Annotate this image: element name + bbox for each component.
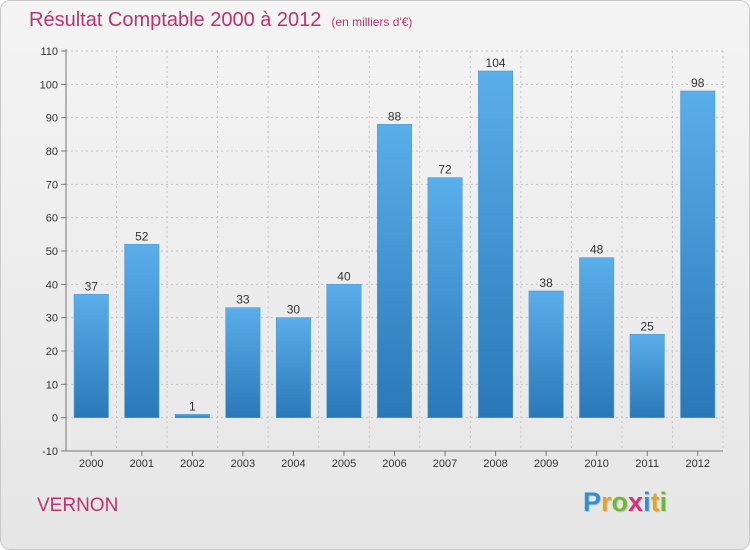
x-tick-label-2007: 2007 (433, 458, 457, 470)
logo-letter: x (628, 487, 644, 517)
bars (73, 70, 716, 418)
logo-letter: o (611, 487, 629, 517)
data-label-2006: 88 (388, 109, 402, 123)
y-tick-label: 70 (46, 179, 58, 191)
bar-2001 (124, 244, 160, 418)
data-label-2003: 33 (236, 293, 250, 307)
data-label-2004: 30 (287, 303, 301, 317)
proxiti-logo: Proxiti (583, 487, 667, 518)
data-label-2011: 25 (641, 319, 655, 333)
x-tick-label-2003: 2003 (231, 458, 255, 470)
y-tick-label: 80 (46, 146, 58, 158)
logo-letter: t (650, 487, 660, 517)
y-tick-label: 110 (40, 46, 58, 58)
data-label-2001: 52 (135, 229, 149, 243)
chart-title: Résultat Comptable 2000 à 2012 (en millie… (29, 9, 412, 32)
x-tick-label-2008: 2008 (483, 458, 507, 470)
x-tick-label-2000: 2000 (79, 458, 103, 470)
y-tick-label: 100 (40, 79, 58, 91)
y-tick-label: 20 (46, 346, 58, 358)
y-tick-label: 50 (46, 246, 58, 258)
bar-2012 (680, 90, 716, 418)
y-tick-label: 40 (46, 279, 58, 291)
x-tick-label-2011: 2011 (635, 458, 659, 470)
logo-letter: i (643, 487, 651, 517)
bar-2009 (528, 290, 564, 418)
x-tick-label-2006: 2006 (382, 458, 406, 470)
x-tick-label-2010: 2010 (584, 458, 608, 470)
bar-2006 (377, 124, 412, 418)
data-label-2002: 1 (189, 399, 196, 413)
logo-letter: P (583, 487, 602, 517)
bar-2008 (478, 70, 514, 418)
chart-unit-text: (en milliers d'€) (331, 15, 413, 29)
grid-lines (65, 50, 724, 452)
place-name: VERNON (37, 495, 119, 516)
chart-title-text: Résultat Comptable 2000 à 2012 (29, 9, 322, 31)
x-tick-label-2012: 2012 (685, 458, 709, 470)
data-label-2005: 40 (337, 269, 351, 283)
data-label-2010: 48 (590, 243, 604, 257)
bar-2004 (275, 317, 311, 418)
y-tick-label: 90 (46, 113, 58, 125)
y-tick-label: 60 (46, 213, 58, 225)
data-label-2008: 104 (486, 56, 506, 70)
data-label-2009: 38 (539, 276, 553, 290)
x-tick-label-2009: 2009 (534, 458, 558, 470)
axes: -10 0 10 20 30 40 50 60 70 80 90 100 110 2000 2001 2002… (40, 46, 723, 470)
x-tick-label-2002: 2002 (180, 458, 204, 470)
bar-2010 (579, 257, 615, 418)
data-labels: 37 52 1 33 30 40 88 72 104 38 48 25 98 (85, 56, 705, 413)
y-tick-label: 30 (46, 313, 58, 325)
y-tick-label: 0 (52, 413, 58, 425)
y-tick-label: 10 (46, 379, 58, 391)
logo-letter: i (659, 487, 668, 517)
bar-2003 (225, 307, 261, 418)
data-label-2012: 98 (691, 76, 705, 90)
logo-letter: r (601, 487, 612, 517)
x-tick-label-2005: 2005 (332, 458, 356, 470)
bar-2007 (427, 177, 463, 418)
x-tick-label-2001: 2001 (130, 458, 154, 470)
bar-2002 (174, 414, 210, 418)
y-tick-label: -10 (42, 446, 58, 458)
data-label-2000: 37 (85, 279, 99, 293)
x-tick-label-2004: 2004 (281, 458, 305, 470)
bar-2005 (326, 284, 362, 418)
bar-2000 (73, 294, 109, 418)
data-label-2007: 72 (438, 163, 452, 177)
bar-2011 (629, 334, 665, 418)
